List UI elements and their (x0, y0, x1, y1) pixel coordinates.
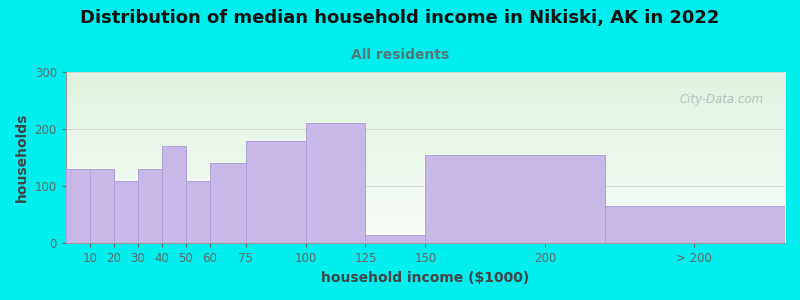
Bar (90, 169, 114, 243)
Bar (66, 169, 90, 243)
Text: All residents: All residents (351, 48, 449, 62)
Bar (606, 206, 785, 243)
Bar (366, 235, 426, 243)
Bar (306, 123, 366, 243)
Bar (186, 181, 210, 243)
Bar (246, 141, 306, 243)
Bar (210, 164, 246, 243)
Bar (162, 146, 186, 243)
Bar (138, 169, 162, 243)
Y-axis label: households: households (15, 113, 29, 202)
Text: City-Data.com: City-Data.com (679, 93, 763, 106)
Bar (114, 181, 138, 243)
X-axis label: household income ($1000): household income ($1000) (322, 271, 530, 285)
Bar (426, 155, 606, 243)
Text: Distribution of median household income in Nikiski, AK in 2022: Distribution of median household income … (80, 9, 720, 27)
